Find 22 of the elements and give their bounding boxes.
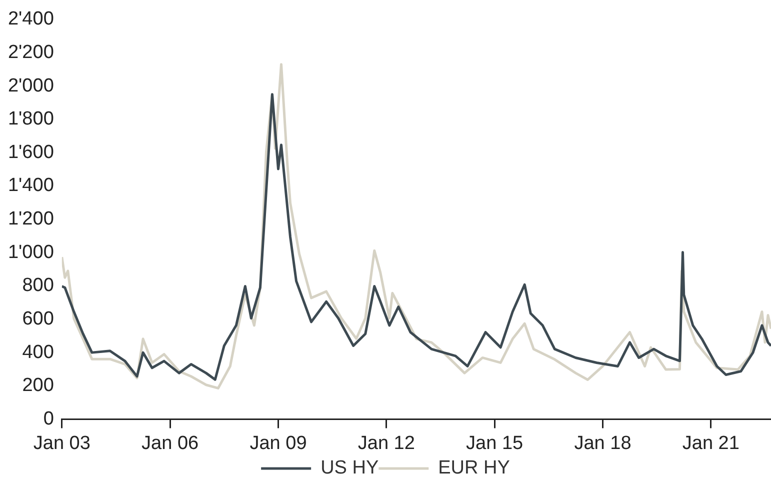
- y-tick-label: 1'400: [8, 175, 54, 196]
- x-tick-label: Jan 15: [466, 432, 524, 454]
- y-tick-label: 2'200: [8, 42, 54, 63]
- y-tick-label: 400: [22, 342, 54, 363]
- legend-label: EUR HY: [438, 458, 510, 479]
- y-tick-label: 0: [43, 408, 54, 430]
- x-tick-label: Jan 18: [574, 432, 632, 454]
- x-tick-label: Jan 06: [142, 432, 199, 454]
- legend-label: US HY: [320, 458, 379, 479]
- x-tick-label: Jan 03: [33, 432, 90, 454]
- y-tick-label: 600: [22, 308, 54, 330]
- x-tick-label: Jan 21: [682, 432, 740, 454]
- y-tick-label: 200: [22, 375, 54, 396]
- x-tick-label: Jan 12: [358, 432, 415, 454]
- y-tick-label: 2'400: [8, 8, 54, 30]
- y-tick-label: 1'800: [8, 108, 54, 130]
- y-tick-label: 800: [22, 275, 54, 296]
- y-tick-label: 1'200: [8, 208, 54, 230]
- x-tick-label: Jan 09: [250, 432, 307, 454]
- y-tick-label: 2'000: [8, 75, 54, 96]
- y-tick-label: 1'600: [8, 142, 54, 163]
- y-tick-label: 1'000: [8, 242, 54, 263]
